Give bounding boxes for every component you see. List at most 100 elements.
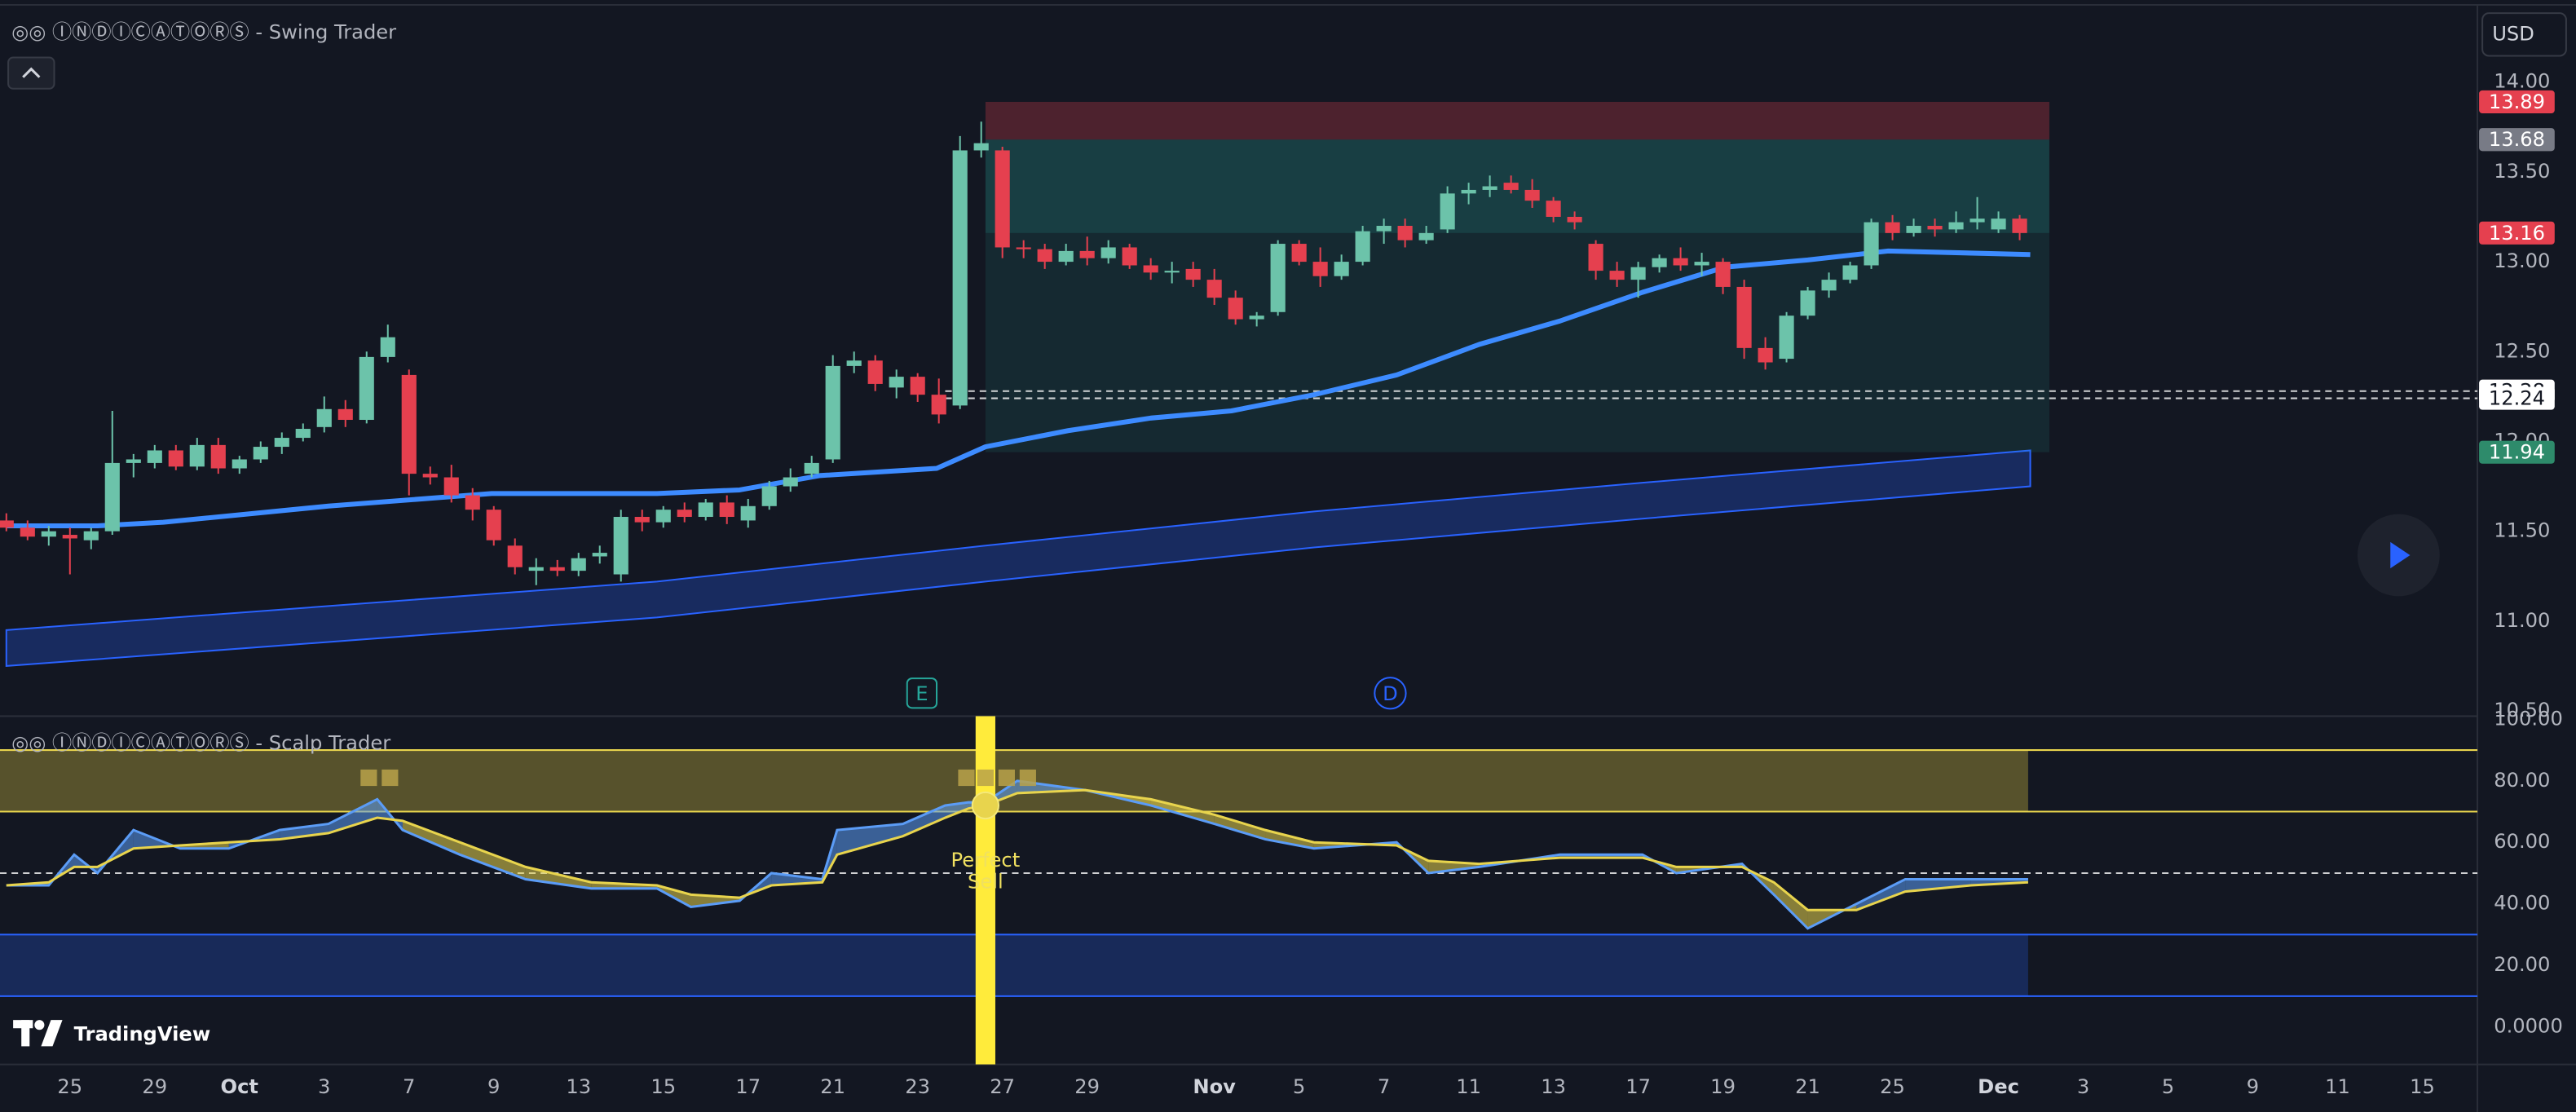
candle-body — [1079, 250, 1095, 258]
candle-body — [1206, 280, 1222, 298]
price-label-box — [2479, 386, 2555, 410]
x-tick-label: Dec — [1978, 1075, 2019, 1098]
trend-band — [5, 449, 2031, 668]
candle-body — [1355, 231, 1370, 263]
logo-part — [21, 1020, 30, 1047]
candle-body — [634, 517, 650, 523]
candle-body — [1609, 271, 1625, 280]
candle-body — [1567, 216, 1582, 223]
ribbon — [1265, 830, 1314, 849]
candle-body — [1397, 226, 1413, 240]
candle-body — [1249, 316, 1264, 320]
x-tick-label: 11 — [2325, 1075, 2350, 1098]
x-tick-label: 25 — [1880, 1075, 1905, 1098]
x-tick-label: 9 — [487, 1075, 500, 1098]
candle-body — [804, 462, 819, 474]
candle-body — [465, 495, 480, 510]
play-icon — [2390, 541, 2411, 569]
x-tick-label: 5 — [2162, 1075, 2174, 1098]
candle-body — [1461, 189, 1476, 194]
x-tick-label: 21 — [820, 1075, 845, 1098]
candle-body — [422, 474, 438, 478]
candle-body — [443, 477, 459, 496]
candle-body — [761, 486, 777, 506]
y-tick-label: 12.50 — [2494, 339, 2550, 362]
candle-body — [2012, 218, 2027, 233]
candle-body — [1291, 244, 1307, 263]
x-tick-label: 23 — [905, 1075, 930, 1098]
x-tick-label: 3 — [2077, 1075, 2089, 1098]
ribbon — [525, 867, 592, 889]
candle-body — [1927, 226, 1943, 230]
candle-body — [1906, 226, 1921, 233]
logo-part — [41, 1020, 63, 1047]
candle-body — [1418, 232, 1434, 240]
logo-part — [34, 1020, 45, 1030]
candle-body — [867, 360, 883, 384]
x-tick-label: 25 — [57, 1075, 82, 1098]
ribbon — [902, 805, 946, 836]
signal-square — [1019, 769, 1036, 787]
x-tick-label: 15 — [2410, 1075, 2435, 1098]
candle-body — [910, 377, 925, 395]
candle-body — [104, 462, 120, 532]
candle-body — [168, 450, 183, 467]
candle-body — [486, 510, 501, 541]
candle-body — [740, 505, 756, 521]
signal-square — [958, 769, 975, 787]
candle-body — [995, 150, 1010, 248]
candle-body — [825, 365, 840, 460]
collapse-button[interactable] — [7, 56, 55, 90]
candle-body — [1185, 268, 1201, 280]
candle-body — [613, 517, 629, 575]
y-tick-label: 14.00 — [2494, 70, 2550, 93]
candle-body — [1016, 247, 1031, 249]
candle-body — [1630, 267, 1646, 280]
candle-body — [232, 459, 247, 469]
candle-body — [0, 520, 14, 528]
x-tick-label: 29 — [1074, 1075, 1100, 1098]
annotation: Perfect — [951, 849, 1021, 872]
candle-body — [571, 558, 586, 571]
candle-body — [889, 377, 904, 388]
y-tick-label: 13.00 — [2494, 249, 2550, 272]
axes: 10.5011.0011.5012.0012.5013.0013.5014.00… — [57, 70, 2562, 1098]
indicator-title: ◎◎ ⒾⓃⒹⒾⒸⒶⓉⓄⓇⓈ - Swing Trader — [11, 20, 396, 43]
candle-body — [1715, 262, 1731, 287]
ribbon — [1150, 799, 1215, 824]
candle-body — [1779, 316, 1794, 360]
candle-body — [1164, 271, 1180, 273]
ribbon — [945, 802, 969, 819]
candle-body — [931, 395, 946, 415]
candle-body — [20, 527, 35, 537]
price-label: 13.16 — [2489, 222, 2545, 245]
candle-body — [1122, 247, 1137, 266]
candle-body — [253, 447, 268, 460]
x-tick-label: 15 — [651, 1075, 676, 1098]
candle-body — [592, 553, 607, 557]
candle-body — [1842, 265, 1858, 280]
price-label-box — [2479, 128, 2555, 152]
price-label-box — [2479, 221, 2555, 245]
x-tick-label: 11 — [1456, 1075, 1481, 1098]
currency-button[interactable] — [2481, 12, 2567, 57]
candle-body — [1440, 193, 1455, 230]
candle-body — [316, 408, 332, 427]
x-tick-label: 3 — [318, 1075, 330, 1098]
candle-body — [698, 502, 713, 518]
candle-body — [1652, 258, 1667, 267]
candle-body — [1588, 244, 1603, 271]
candle-body — [1821, 280, 1837, 291]
candle-body — [274, 438, 289, 448]
y-tick-label: 11.00 — [2494, 609, 2550, 632]
candle-body — [719, 502, 734, 518]
candle-body — [846, 360, 862, 366]
signal-square — [998, 769, 1015, 787]
price-label: 13.89 — [2489, 90, 2545, 113]
candle-body — [62, 535, 77, 539]
candle-body — [1482, 186, 1498, 190]
candle-body — [1885, 222, 1900, 233]
candle-body — [677, 510, 692, 518]
candle-body — [1948, 222, 1964, 230]
